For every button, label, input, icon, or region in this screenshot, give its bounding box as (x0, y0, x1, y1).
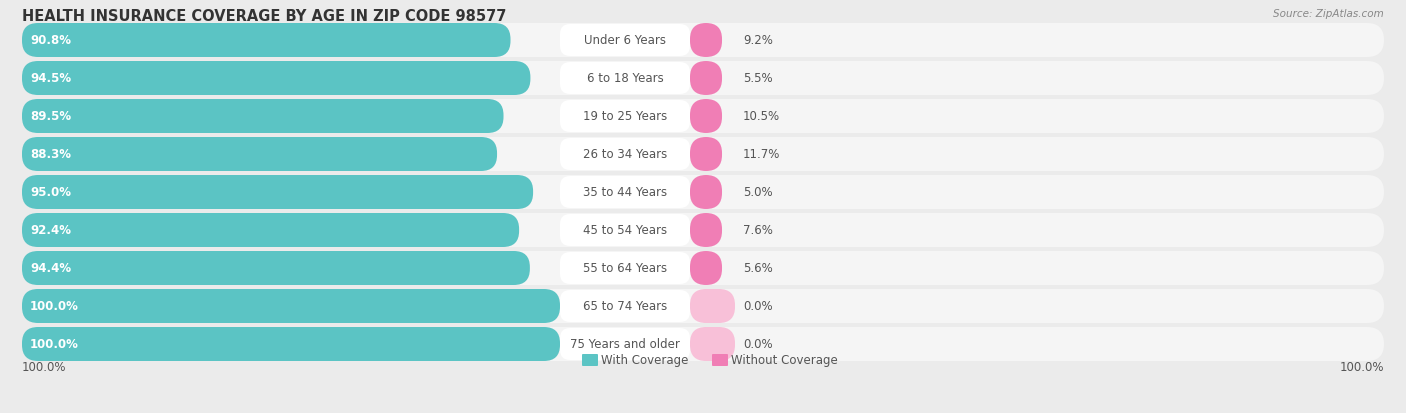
FancyBboxPatch shape (22, 289, 1384, 323)
FancyBboxPatch shape (560, 139, 690, 171)
FancyBboxPatch shape (690, 100, 723, 134)
Text: With Coverage: With Coverage (600, 354, 689, 367)
Text: Source: ZipAtlas.com: Source: ZipAtlas.com (1274, 9, 1384, 19)
FancyBboxPatch shape (22, 252, 530, 285)
FancyBboxPatch shape (690, 138, 723, 171)
FancyBboxPatch shape (22, 24, 510, 58)
Text: 89.5%: 89.5% (30, 110, 72, 123)
FancyBboxPatch shape (22, 24, 1384, 58)
Text: 11.7%: 11.7% (742, 148, 780, 161)
FancyBboxPatch shape (22, 327, 1384, 361)
FancyBboxPatch shape (22, 138, 498, 171)
Text: 7.6%: 7.6% (742, 224, 773, 237)
Text: Under 6 Years: Under 6 Years (583, 34, 666, 47)
FancyBboxPatch shape (690, 289, 735, 323)
Text: 100.0%: 100.0% (22, 360, 66, 373)
Text: 5.5%: 5.5% (742, 72, 773, 85)
FancyBboxPatch shape (690, 327, 735, 361)
Text: 90.8%: 90.8% (30, 34, 70, 47)
Text: 55 to 64 Years: 55 to 64 Years (583, 262, 666, 275)
Text: 100.0%: 100.0% (1340, 360, 1384, 373)
FancyBboxPatch shape (22, 214, 1384, 247)
Text: 10.5%: 10.5% (742, 110, 780, 123)
Text: 35 to 44 Years: 35 to 44 Years (583, 186, 666, 199)
Text: 75 Years and older: 75 Years and older (569, 338, 681, 351)
Text: 88.3%: 88.3% (30, 148, 70, 161)
FancyBboxPatch shape (560, 214, 690, 247)
FancyBboxPatch shape (690, 176, 723, 209)
FancyBboxPatch shape (22, 176, 1384, 209)
Text: 6 to 18 Years: 6 to 18 Years (586, 72, 664, 85)
FancyBboxPatch shape (560, 328, 690, 360)
FancyBboxPatch shape (560, 290, 690, 322)
FancyBboxPatch shape (22, 62, 1384, 96)
FancyBboxPatch shape (582, 354, 598, 366)
Text: 5.6%: 5.6% (742, 262, 773, 275)
Text: 92.4%: 92.4% (30, 224, 70, 237)
FancyBboxPatch shape (22, 100, 503, 134)
Text: 94.5%: 94.5% (30, 72, 72, 85)
Text: 45 to 54 Years: 45 to 54 Years (583, 224, 666, 237)
FancyBboxPatch shape (22, 138, 1384, 171)
Text: 94.4%: 94.4% (30, 262, 72, 275)
Text: 26 to 34 Years: 26 to 34 Years (583, 148, 666, 161)
Text: 0.0%: 0.0% (742, 300, 773, 313)
FancyBboxPatch shape (22, 100, 1384, 134)
FancyBboxPatch shape (711, 354, 728, 366)
FancyBboxPatch shape (22, 176, 533, 209)
FancyBboxPatch shape (690, 252, 723, 285)
FancyBboxPatch shape (560, 101, 690, 133)
Text: 100.0%: 100.0% (30, 300, 79, 313)
FancyBboxPatch shape (22, 327, 560, 361)
Text: 5.0%: 5.0% (742, 186, 773, 199)
Text: 19 to 25 Years: 19 to 25 Years (583, 110, 666, 123)
FancyBboxPatch shape (22, 214, 519, 247)
Text: 9.2%: 9.2% (742, 34, 773, 47)
FancyBboxPatch shape (22, 289, 560, 323)
Text: 65 to 74 Years: 65 to 74 Years (583, 300, 666, 313)
Text: 0.0%: 0.0% (742, 338, 773, 351)
Text: 95.0%: 95.0% (30, 186, 70, 199)
FancyBboxPatch shape (560, 25, 690, 57)
FancyBboxPatch shape (22, 252, 1384, 285)
FancyBboxPatch shape (690, 214, 723, 247)
FancyBboxPatch shape (560, 252, 690, 284)
FancyBboxPatch shape (560, 63, 690, 95)
FancyBboxPatch shape (690, 62, 723, 96)
Text: Without Coverage: Without Coverage (731, 354, 838, 367)
Text: 100.0%: 100.0% (30, 338, 79, 351)
FancyBboxPatch shape (560, 177, 690, 209)
FancyBboxPatch shape (690, 24, 723, 58)
FancyBboxPatch shape (22, 62, 530, 96)
Text: HEALTH INSURANCE COVERAGE BY AGE IN ZIP CODE 98577: HEALTH INSURANCE COVERAGE BY AGE IN ZIP … (22, 9, 506, 24)
